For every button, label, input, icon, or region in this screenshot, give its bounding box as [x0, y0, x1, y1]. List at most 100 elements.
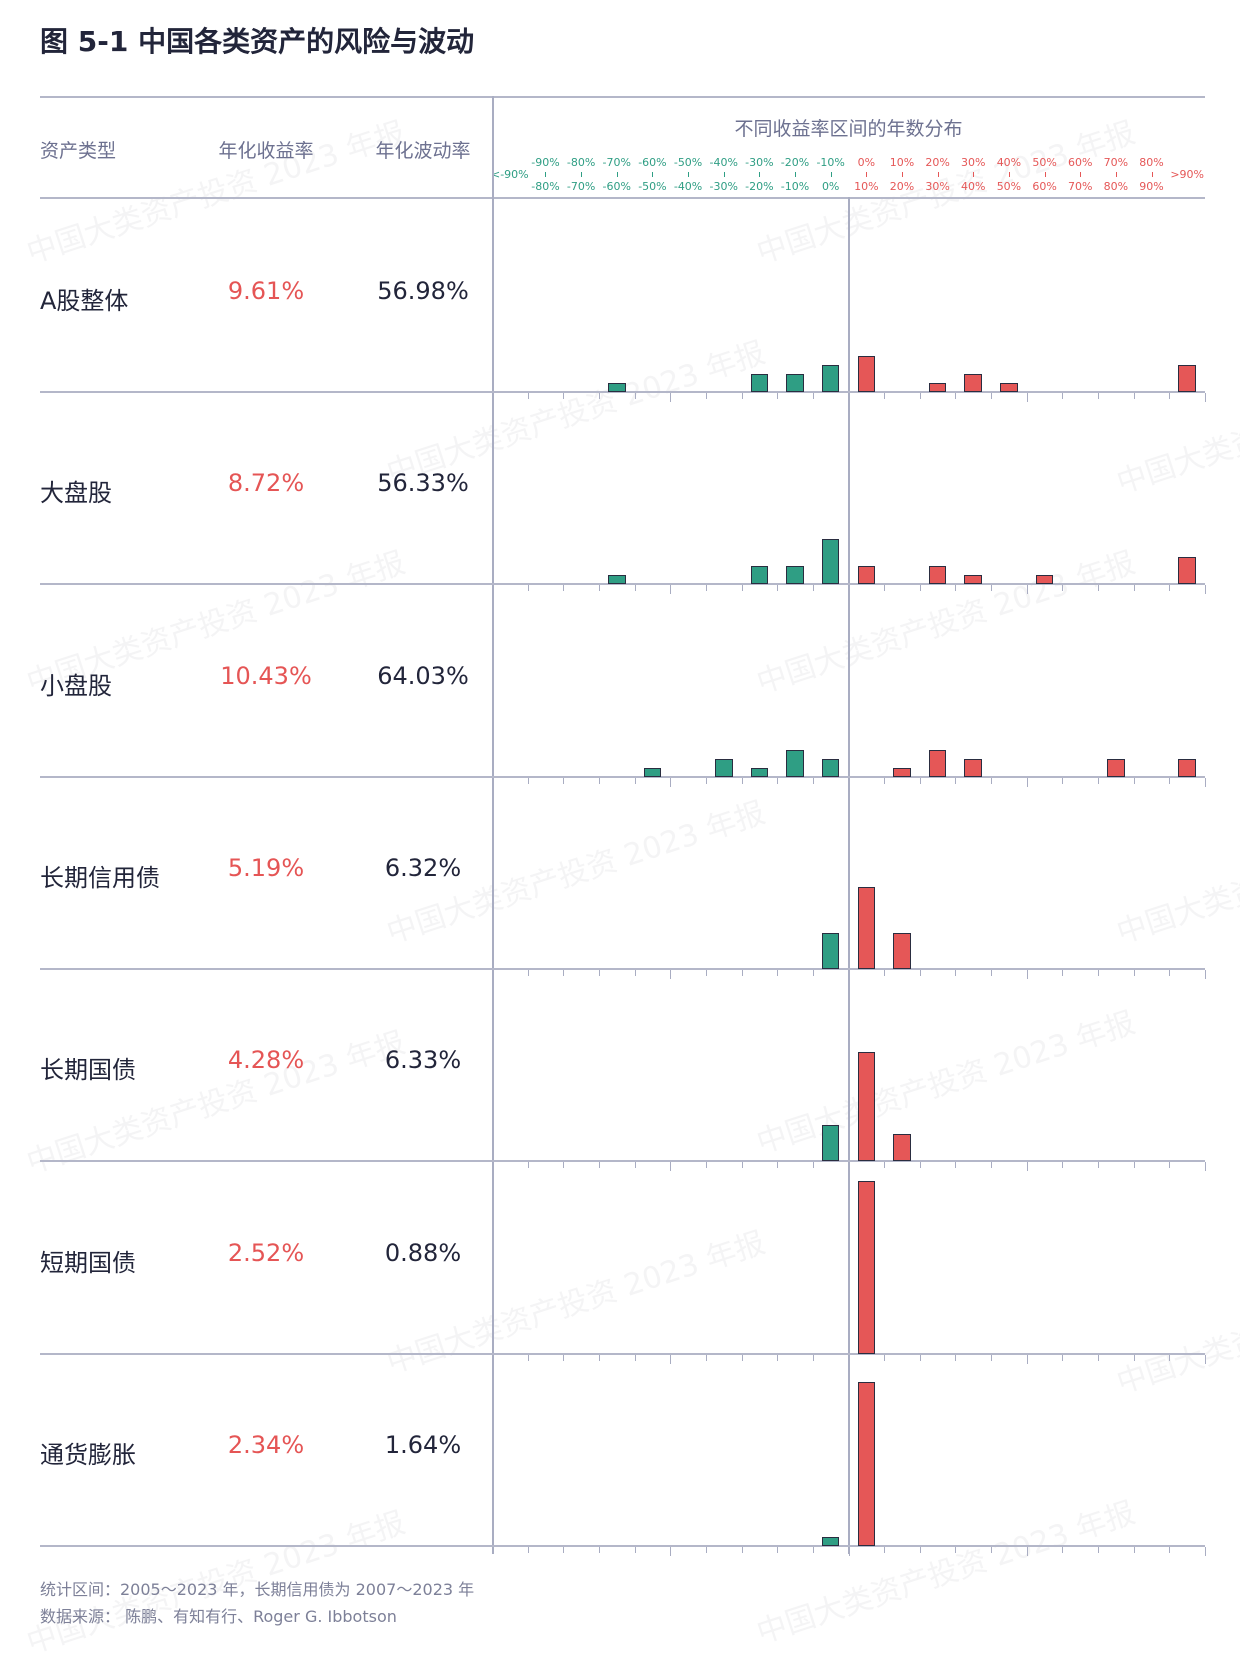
axis-tick [955, 585, 957, 591]
asset-name: 长期国债 [40, 1056, 136, 1084]
axis-tick [884, 585, 886, 591]
histogram-bar [1107, 758, 1125, 777]
bin-label-top: -40% [709, 156, 738, 169]
bin-label-top: -70% [602, 156, 631, 169]
axis-tick [1205, 1355, 1206, 1364]
axis-tick [527, 1355, 529, 1361]
footer-period: 统计区间：2005～2023 年，长期信用债为 2007～2023 年 [40, 1580, 475, 1599]
axis-tick [563, 393, 565, 399]
watermark: 中国大类资产投资 2023 年报 [1112, 795, 1240, 951]
watermark: 中国大类资产投资 2023 年报 [752, 1495, 1140, 1651]
axis-tick [777, 1547, 779, 1553]
axis-tick [705, 1162, 707, 1168]
axis-tick [563, 1547, 565, 1553]
histogram-bar [857, 565, 876, 584]
axis-tick [1098, 1547, 1100, 1553]
bin-label-bottom: 50% [996, 180, 1022, 193]
bin-label-top: -60% [638, 156, 667, 169]
axis-tick [1169, 393, 1171, 399]
axis-tick [1205, 1162, 1206, 1171]
axis-tick [1098, 585, 1100, 591]
axis-tick [1169, 1162, 1171, 1168]
axis-tick [884, 778, 886, 784]
axis-tick [741, 778, 743, 784]
histogram-bar [821, 538, 840, 584]
axis-tick [991, 1162, 993, 1168]
bin-tick [759, 172, 761, 177]
axis-tick [848, 1547, 850, 1556]
axis-tick [741, 1547, 743, 1553]
bin-label-bottom: -40% [673, 180, 703, 193]
histogram-bar [1178, 556, 1196, 584]
asset-name: A股整体 [40, 286, 129, 315]
axis-tick [492, 778, 493, 784]
bin-label-top: -20% [780, 156, 810, 169]
bin-tick [652, 172, 654, 177]
axis-tick [1205, 778, 1206, 787]
bin-label-top: 80% [1139, 156, 1164, 169]
bin-tick [866, 172, 868, 177]
axis-tick [1205, 585, 1206, 594]
axis-tick [777, 1355, 779, 1361]
bin-label-top: -50% [673, 156, 703, 169]
annual-return: 4.28% [227, 1046, 305, 1074]
axis-tick [705, 585, 707, 591]
axis-tick [1133, 970, 1135, 976]
axis-tick [848, 1162, 850, 1171]
axis-tick [812, 1162, 814, 1168]
axis-tick [598, 1355, 600, 1361]
axis-tick [1205, 393, 1206, 402]
axis-tick [848, 1355, 850, 1364]
zero-line [848, 197, 850, 1554]
axis-tick [884, 970, 886, 976]
footer-source: 数据来源： 陈鹏、有知有行、Roger G. Ibbotson [40, 1607, 397, 1626]
watermark: 中国大类资产投资 2023 年报 [752, 545, 1140, 701]
axis-tick [1062, 970, 1064, 976]
histogram-bar [893, 767, 911, 777]
bin-label-top: 50% [1032, 156, 1057, 169]
asset-name: 小盘股 [40, 671, 112, 700]
axis-tick [777, 585, 779, 591]
bin-label-bottom: 30% [925, 180, 950, 193]
bin-label-bottom: 80% [1103, 180, 1129, 193]
axis-tick [919, 1547, 921, 1553]
axis-tick [777, 970, 779, 976]
histogram-bar [964, 574, 983, 584]
axis-tick [634, 1547, 636, 1553]
axis-tick [634, 1162, 636, 1168]
annual-volatility: 6.32% [384, 854, 462, 882]
histogram-bar [821, 1536, 840, 1546]
annual-return: 8.72% [227, 469, 305, 497]
axis-tick [991, 585, 993, 591]
axis-tick [1026, 393, 1028, 402]
table-top-line [40, 96, 1205, 98]
row-baseline [40, 1545, 1205, 1547]
bin-label-bottom: -80% [531, 180, 560, 193]
axis-tick [812, 970, 814, 976]
annual-volatility: 0.88% [384, 1238, 462, 1267]
axis-tick [1098, 1355, 1100, 1361]
bin-label-top: 20% [925, 156, 950, 169]
axis-tick [919, 778, 921, 784]
histogram-bar [928, 565, 947, 584]
axis-tick [812, 1355, 814, 1361]
axis-tick [919, 970, 921, 976]
axis-tick [884, 393, 886, 399]
axis-tick [955, 1355, 957, 1361]
bin-tick [973, 172, 975, 177]
bin-label-bottom: 10% [854, 180, 879, 193]
bin-label-bottom: 0% [821, 180, 840, 193]
axis-tick [563, 970, 565, 976]
annual-return: 2.34% [227, 1431, 305, 1459]
bin-tick [1044, 172, 1046, 177]
annual-return: 9.61% [227, 276, 305, 305]
bin-label-top: -80% [566, 156, 596, 169]
histogram-bar [964, 373, 983, 392]
axis-tick [1026, 1355, 1028, 1364]
histogram-bar [786, 565, 804, 584]
annual-return: 2.52% [227, 1238, 305, 1267]
axis-tick [1062, 778, 1064, 784]
annual-return: 10.43% [220, 661, 312, 690]
axis-tick [527, 1162, 529, 1168]
bin-tick [581, 172, 583, 177]
